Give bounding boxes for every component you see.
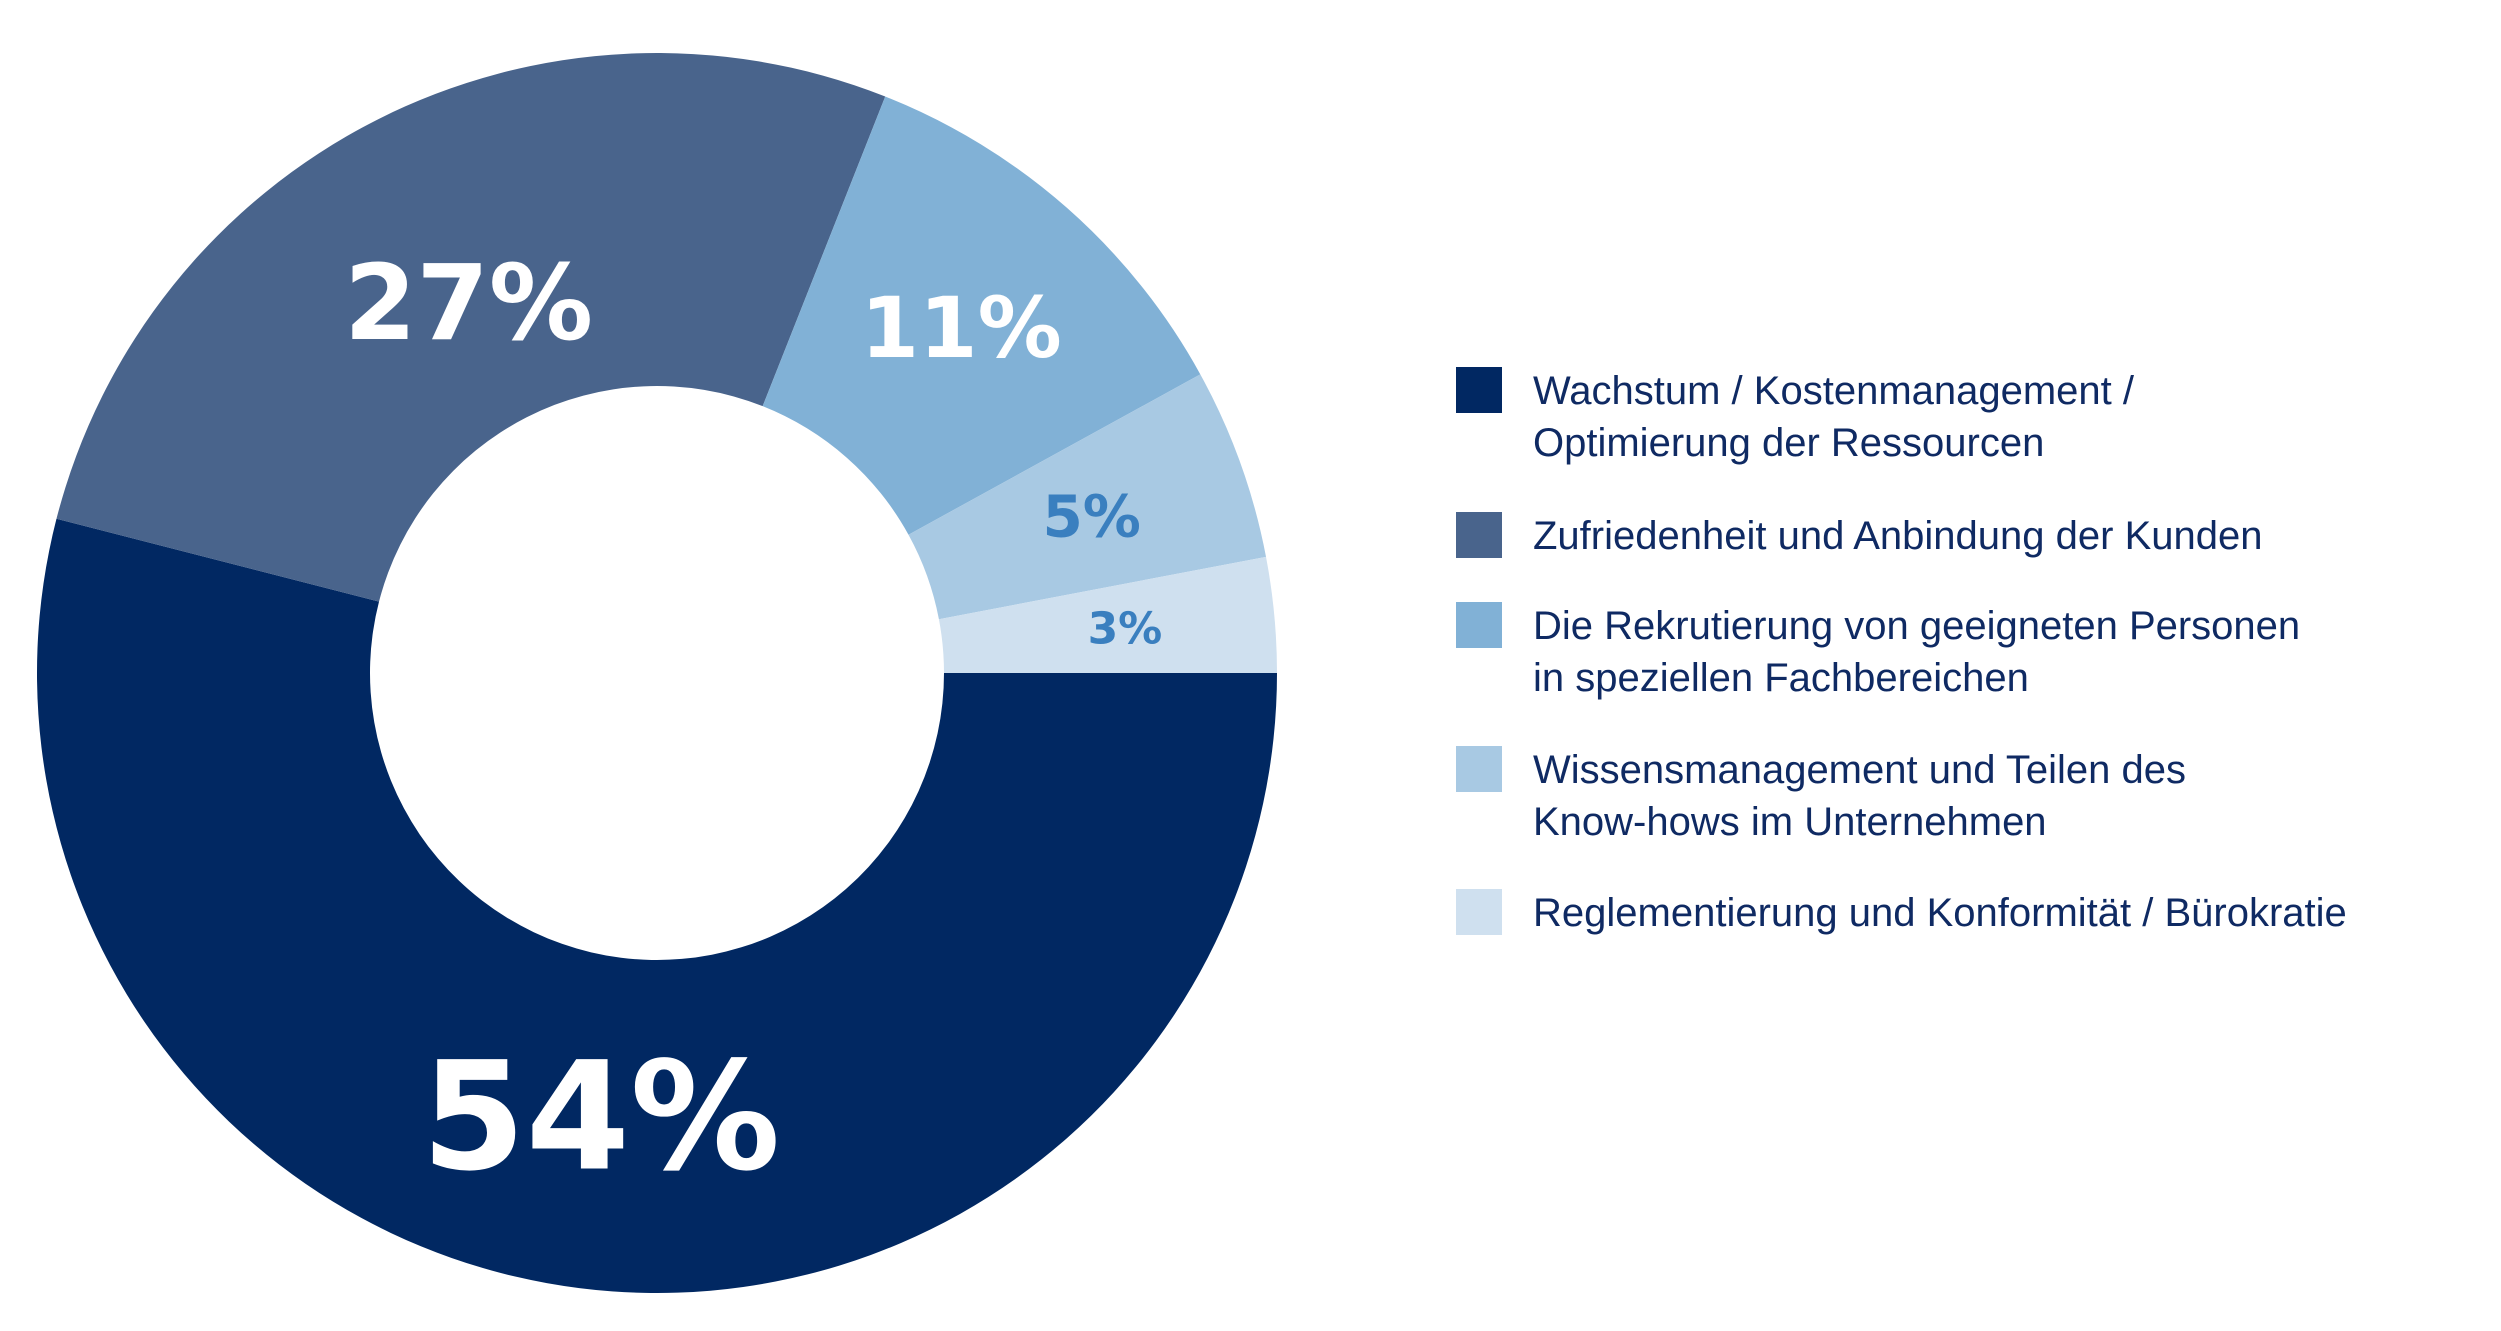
donut-slice-3 [762,96,1201,535]
legend-item: Wissensmanagement und Teilen des Know-how… [1456,746,2186,844]
legend-label: Die Rekrutierung von geeigneten Personen [1533,604,2300,648]
legend-label: Reglementierung und Konformität / Bürokr… [1533,891,2347,935]
legend-label: Zufriedenheit und Anbindung der Kunden [1533,514,2262,558]
legend-swatch [1456,746,1502,792]
legend-swatch [1456,889,1502,935]
donut-slices [37,53,1278,1293]
donut-slice-4 [908,374,1267,620]
slice-value-label-3: 11% [861,279,1062,377]
legend-swatch [1456,367,1502,413]
donut-value-labels: 54% 27% 11% 5% 3% [344,242,1162,1204]
legend-item: Die Rekrutierung von geeigneten Personen… [1456,602,2300,700]
legend-label: Wissensmanagement und Teilen des [1533,748,2186,792]
legend-item: Wachstum / Kostenmanagement / Optimierung… [1456,367,2135,465]
legend-item: Reglementierung und Konformität / Bürokr… [1456,889,2347,935]
legend-label: Optimierung der Ressourcen [1533,421,2044,465]
donut-slice-1 [37,518,1278,1293]
legend-swatch [1456,602,1502,648]
legend-label: Know-hows im Unternehmen [1533,800,2047,844]
legend-swatch [1456,512,1502,558]
legend-item: Zufriedenheit und Anbindung der Kunden [1456,512,2262,558]
legend-label: in speziellen Fachbereichen [1533,656,2029,700]
donut-slice-5 [938,556,1277,673]
slice-value-label-2: 27% [344,242,593,364]
donut-slice-2 [56,53,886,602]
legend: Wachstum / Kostenmanagement / Optimierung… [1456,367,2347,935]
slice-value-label-4: 5% [1042,483,1140,551]
slice-value-label-5: 3% [1088,603,1163,654]
legend-label: Wachstum / Kostenmanagement / [1533,369,2135,413]
slice-value-label-1: 54% [421,1030,780,1204]
